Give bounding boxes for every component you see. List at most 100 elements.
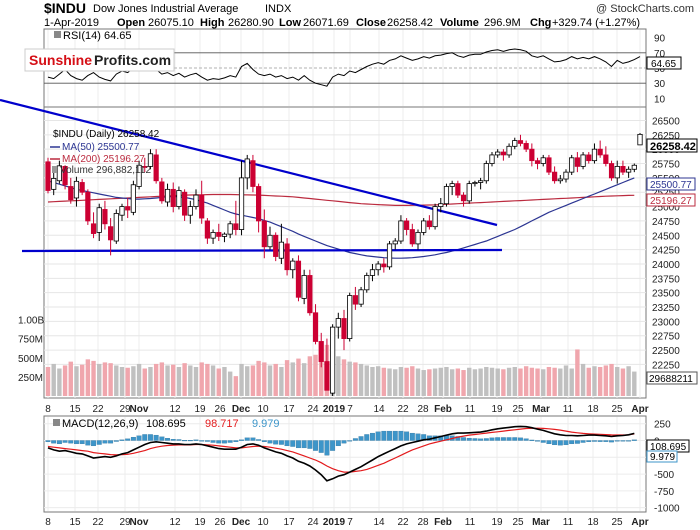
candle-body [238, 177, 245, 230]
macd-histogram-bar [609, 440, 614, 443]
x-axis-label: 24 [307, 404, 319, 415]
candle-body [415, 232, 421, 245]
volume-bar [307, 356, 313, 396]
macd-histogram-bar [102, 440, 108, 444]
close-label: Close [356, 17, 386, 29]
candle-body [369, 269, 376, 276]
volume-bar [267, 365, 273, 396]
volume-bar [262, 362, 267, 396]
symbol-title: $INDU [44, 0, 86, 16]
volume-bar [319, 349, 324, 396]
candle-body [79, 182, 85, 193]
macd-tick-label: -750 [654, 487, 674, 498]
x-axis-label: 19 [194, 404, 206, 415]
candle-body [267, 234, 273, 248]
candle-body [426, 220, 432, 228]
x-axis-label-bottom: 25 [611, 517, 623, 528]
price-tick-label: 22250 [652, 360, 680, 371]
candle-body [386, 243, 393, 268]
svg-text:29688211: 29688211 [649, 374, 693, 385]
x-axis-label: Nov [130, 404, 149, 415]
candle-body [233, 223, 239, 230]
volume-bar [626, 366, 631, 396]
candle-body [324, 361, 330, 391]
macd-histogram-bar [250, 437, 256, 441]
macd-histogram-bar [222, 440, 227, 444]
candle-body [352, 295, 358, 305]
x-axis-label: 22 [92, 404, 104, 415]
macd-histogram-bar [341, 440, 347, 444]
candle-body [62, 165, 68, 186]
candle-body [108, 226, 114, 241]
volume-bar [227, 371, 233, 396]
macd-histogram-bar [546, 440, 552, 445]
x-axis-label: 25 [512, 404, 524, 415]
candle-body [455, 183, 461, 196]
x-axis-label-bottom: 15 [69, 517, 81, 528]
macd-histogram-bar [466, 437, 472, 441]
macd-histogram-bar [592, 440, 597, 442]
volume-bar [250, 365, 256, 396]
x-axis-label-bottom: 11 [465, 517, 476, 528]
macd-histogram-bar [586, 440, 592, 442]
macd-histogram-bar [318, 440, 324, 453]
x-axis-label: Mar [532, 404, 550, 415]
macd-histogram-bar [387, 430, 392, 441]
ma200-line [47, 193, 635, 206]
macd-tick-label: -1000 [654, 504, 680, 515]
macd-histogram-bar [523, 438, 529, 441]
candle-body [358, 289, 364, 305]
candle-body [586, 154, 592, 162]
candle-body [626, 168, 632, 173]
quote-date: 1-Apr-2019 [44, 17, 99, 29]
candle-body [347, 295, 353, 339]
candle-body [51, 178, 57, 190]
macd-histogram-bar [483, 438, 489, 441]
candle-body [364, 275, 370, 291]
macd-histogram-bar [313, 440, 318, 451]
candle-body [210, 232, 216, 239]
volume-bar [449, 369, 455, 396]
macd-histogram-bar [518, 437, 523, 441]
x-axis-label-bottom: Dec [232, 517, 251, 528]
x-axis-label-bottom: 14 [373, 517, 385, 528]
x-axis-label: 22 [397, 404, 409, 415]
high-label: High [200, 17, 225, 29]
candle-body [227, 223, 233, 235]
macd-tick-label: -500 [654, 470, 674, 481]
volume-bar [341, 359, 347, 396]
macd-histogram-bar [199, 440, 205, 442]
macd-histogram-bar [45, 440, 51, 442]
candle-body [381, 263, 387, 268]
candle-body [608, 163, 615, 179]
candle-body [164, 188, 171, 203]
volume-bar [125, 367, 130, 396]
macd-histogram-bar [398, 430, 404, 441]
x-axis-label-bottom: 7 [347, 517, 353, 528]
macd-legend-hist: 9.979 [252, 418, 280, 430]
rsi-tick-label: 10 [654, 94, 666, 105]
macd-histogram-bar [182, 440, 188, 442]
macd-histogram-bar [296, 440, 301, 449]
volume-bar [358, 363, 364, 396]
volume-bar [415, 368, 421, 396]
volume-bar [375, 366, 381, 396]
volume-bar [205, 363, 210, 396]
candle-body [483, 163, 489, 182]
macd-histogram-bar [404, 431, 410, 441]
candle-body [335, 318, 341, 328]
price-tick-label: 22750 [652, 332, 680, 343]
macd-line [47, 425, 635, 482]
macd-histogram-bar [130, 436, 136, 441]
candle-body [45, 161, 51, 191]
macd-histogram-bar [210, 440, 216, 443]
macd-histogram-bar [603, 440, 609, 442]
x-axis-label-bottom: 25 [512, 517, 524, 528]
close-price-badge: 26258.42 [646, 138, 698, 153]
volume-bar [182, 363, 187, 396]
volume-bar [364, 365, 369, 396]
volume-bar [159, 362, 165, 396]
x-axis-label-bottom: 19 [491, 517, 503, 528]
macd-histogram-bar [529, 439, 535, 441]
macd-histogram-bar [512, 437, 518, 441]
